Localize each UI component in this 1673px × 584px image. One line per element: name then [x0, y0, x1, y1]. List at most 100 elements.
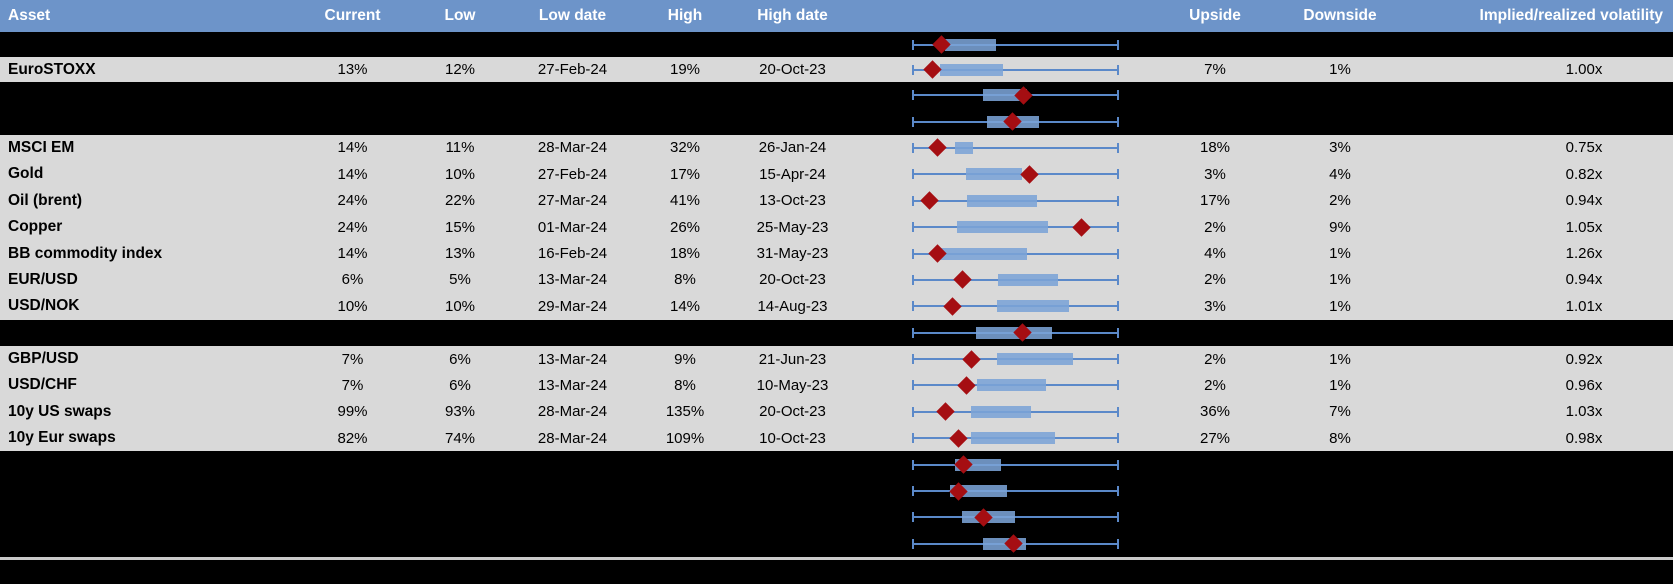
cell-high_date: 20-Oct-23 [759, 271, 826, 289]
cell-downside: 7% [1329, 403, 1351, 421]
header-low_date: Low date [538, 7, 607, 24]
cell-high_date: 10-Oct-23 [759, 429, 826, 447]
cell-low_date: 29-Mar-24 [537, 297, 608, 315]
boxplot [845, 372, 1155, 398]
table-rows: EuroSTOXX 13% 12% 27-Feb-24 19% 20-Oct-23 7% 1%… [0, 32, 1673, 558]
cell-asset: Copper [8, 218, 63, 236]
cell-downside: 3% [1329, 139, 1351, 157]
whisker-cap-right-icon [1117, 116, 1119, 127]
whisker-cap-left-icon [912, 380, 914, 391]
chart-row [0, 530, 1673, 558]
header-upside: Upside [1189, 7, 1241, 24]
chart-row [0, 108, 1673, 135]
asset-row: GBP/USD 7% 6% 13-Mar-24 9% 21-Jun-23 2% 1% 0.92x [0, 345, 1673, 373]
chart-row [0, 82, 1673, 109]
cell-downside: 1% [1329, 271, 1351, 289]
whisker-cap-right-icon [1117, 433, 1119, 444]
iqr-box [971, 432, 1055, 445]
bottom-separator [0, 557, 1673, 561]
boxplot-cell [845, 320, 1155, 346]
cell-current: 13% [337, 61, 368, 78]
boxplot [845, 531, 1155, 557]
cell-asset: GBP/USD [8, 350, 79, 368]
current-marker-diamond-icon [1019, 165, 1039, 184]
cell-low: 74% [444, 429, 476, 447]
current-marker-diamond-icon [961, 349, 981, 369]
asset-row: 10y US swaps 99% 93% 28-Mar-24 135% 20-Oct-23… [0, 398, 1673, 426]
cell-current: 10% [337, 297, 368, 315]
cell-high: 26% [669, 218, 701, 236]
whisker-cap-right-icon [1117, 486, 1119, 497]
boxplot [845, 320, 1155, 346]
iqr-box [966, 168, 1023, 181]
whisker-cap-right-icon [1117, 222, 1119, 233]
cell-current: 24% [337, 218, 368, 236]
asset-row: MSCI EM 14% 11% 28-Mar-24 32% 26-Jan-24 18% 3% 0… [0, 134, 1673, 162]
cell-upside: 4% [1204, 245, 1226, 263]
current-marker-diamond-icon [952, 270, 972, 290]
cell-low: 15% [444, 218, 476, 236]
whisker-cap-left-icon [912, 64, 914, 75]
whisker-cap-left-icon [912, 142, 914, 153]
current-marker-diamond-icon [956, 376, 976, 395]
boxplot [845, 451, 1155, 477]
whisker-cap-left-icon [912, 274, 914, 285]
cell-asset: EUR/USD [8, 270, 78, 288]
boxplot-cell [845, 346, 1155, 372]
asset-row: Copper 24% 15% 01-Mar-24 26% 25-May-23 2% 9% 1.0… [0, 213, 1673, 241]
boxplot-cell [845, 425, 1155, 451]
boxplot-cell [845, 451, 1155, 477]
cell-low_date: 28-Mar-24 [537, 139, 608, 157]
cell-downside: 1% [1329, 297, 1351, 315]
cell-asset: MSCI EM [8, 138, 75, 156]
whisker-line [913, 68, 1118, 71]
cell-high: 18% [669, 245, 701, 263]
cell-current: 7% [341, 350, 364, 368]
header-asset: Asset [8, 7, 51, 24]
cell-upside: 2% [1204, 271, 1226, 289]
whisker-cap-right-icon [1117, 380, 1119, 391]
cell-low_date: 01-Mar-24 [537, 218, 608, 236]
cell-low: 6% [449, 350, 471, 368]
boxplot [845, 478, 1155, 504]
iqr-box [997, 353, 1073, 366]
boxplot-cell [845, 57, 1155, 82]
iqr-box [937, 247, 1027, 260]
asset-row: USD/NOK 10% 10% 29-Mar-24 14% 14-Aug-23 3% 1% 1.… [0, 293, 1673, 320]
cell-high: 32% [669, 139, 701, 157]
chart-row [0, 451, 1673, 478]
whisker-cap-right-icon [1117, 169, 1119, 180]
cell-implied_realized: 0.75x [1565, 139, 1603, 157]
cell-high_date: 20-Oct-23 [759, 403, 826, 421]
cell-downside: 1% [1329, 245, 1351, 263]
cell-high_date: 10-May-23 [756, 376, 829, 394]
boxplot-cell [845, 32, 1155, 57]
whisker-cap-left-icon [912, 301, 914, 312]
cell-upside: 36% [1199, 403, 1231, 421]
cell-current: 82% [337, 429, 368, 447]
cell-implied_realized: 1.05x [1565, 218, 1603, 236]
cell-high: 9% [674, 350, 696, 368]
whisker-line [913, 463, 1118, 466]
header-high_date: High date [757, 7, 828, 24]
header-downside: Downside [1303, 7, 1377, 24]
cell-high_date: 14-Aug-23 [757, 297, 828, 315]
whisker-cap-left-icon [912, 248, 914, 259]
boxplot [845, 425, 1155, 451]
cell-implied_realized: 1.00x [1565, 61, 1603, 78]
iqr-box [977, 379, 1047, 392]
cell-low_date: 28-Mar-24 [537, 429, 608, 447]
cell-implied_realized: 0.94x [1565, 192, 1603, 210]
boxplot-cell [845, 108, 1155, 134]
whisker-cap-right-icon [1117, 512, 1119, 523]
boxplot-cell [845, 188, 1155, 214]
cell-high: 8% [674, 376, 696, 394]
whisker-cap-right-icon [1117, 406, 1119, 417]
whisker-cap-left-icon [912, 327, 914, 338]
asset-row: USD/CHF 7% 6% 13-Mar-24 8% 10-May-23 2% 1% 0.96x [0, 372, 1673, 399]
whisker-cap-left-icon [912, 459, 914, 470]
cell-high_date: 13-Oct-23 [759, 192, 826, 210]
iqr-box [955, 141, 973, 154]
cell-low: 22% [444, 192, 476, 210]
